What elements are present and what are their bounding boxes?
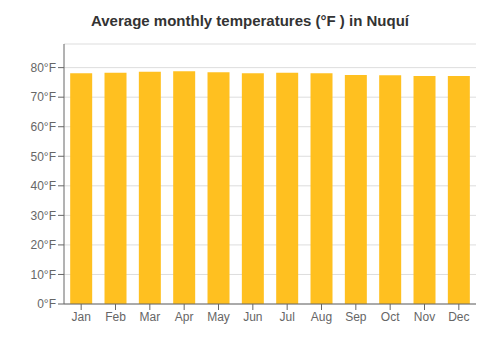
svg-text:20°F: 20°F (31, 238, 56, 252)
svg-text:30°F: 30°F (31, 209, 56, 223)
svg-text:Jun: Jun (243, 310, 262, 324)
svg-text:10°F: 10°F (31, 268, 56, 282)
svg-text:40°F: 40°F (31, 179, 56, 193)
svg-text:Nov: Nov (414, 310, 435, 324)
svg-text:Oct: Oct (381, 310, 400, 324)
svg-text:Sep: Sep (345, 310, 367, 324)
html-text:Average monthly temperatures (: Average monthly temperatures (°F ) in Nu… (91, 12, 409, 29)
svg-text:Feb: Feb (105, 310, 126, 324)
svg-text:Jul: Jul (279, 310, 294, 324)
svg-text:0°F: 0°F (37, 297, 56, 311)
svg-text:Mar: Mar (139, 310, 160, 324)
svg-text:May: May (207, 310, 230, 324)
svg-text:50°F: 50°F (31, 150, 56, 164)
svg-text:Apr: Apr (175, 310, 194, 324)
svg-text:60°F: 60°F (31, 120, 56, 134)
svg-text:80°F: 80°F (31, 61, 56, 75)
svg-text:Dec: Dec (448, 310, 469, 324)
svg-text:Aug: Aug (311, 310, 332, 324)
svg-text:70°F: 70°F (31, 90, 56, 104)
svg-text:Jan: Jan (71, 310, 90, 324)
